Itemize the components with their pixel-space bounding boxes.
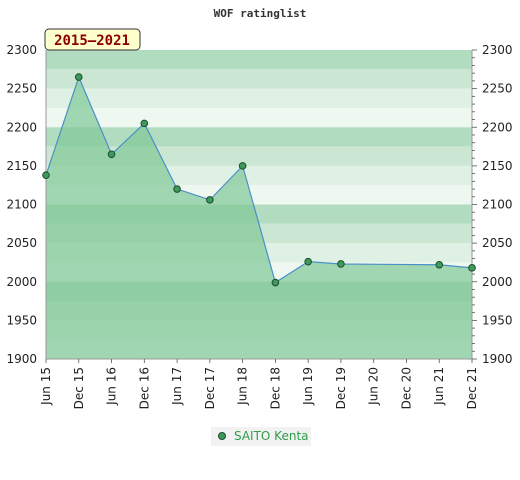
y-tick-label-left: 2200 xyxy=(6,120,37,134)
band xyxy=(46,88,472,108)
y-tick-label-right: 2000 xyxy=(482,275,513,289)
series-markers xyxy=(42,73,476,287)
y-tick-label-right: 2050 xyxy=(482,236,513,250)
series-area-fill xyxy=(46,77,472,359)
data-point xyxy=(74,73,83,81)
y-tick-label-right: 1900 xyxy=(482,352,513,366)
data-point xyxy=(468,264,476,272)
x-tick-label: Dec 20 xyxy=(399,367,413,409)
y-tick-label-left: 1900 xyxy=(6,352,37,366)
y-tick-label-left: 2000 xyxy=(6,275,37,289)
x-tick-label: Jun 19 xyxy=(301,367,315,406)
band xyxy=(46,127,472,147)
x-tick-label: Dec 21 xyxy=(465,367,479,409)
period-badge-text: 2015–2021 xyxy=(54,33,130,49)
y-tick-label-left: 2250 xyxy=(6,82,37,96)
legend-series-name: SAITO Kenta xyxy=(234,429,309,443)
y-tick-label-right: 2150 xyxy=(482,159,513,173)
data-point xyxy=(42,171,50,179)
period-badge: 2015–2021 xyxy=(44,28,141,51)
data-point xyxy=(140,119,149,128)
series-line xyxy=(45,75,473,284)
data-point xyxy=(173,185,181,193)
x-tick-label: Dec 17 xyxy=(203,367,217,409)
x-tick-label: Jun 16 xyxy=(105,367,119,406)
x-tick-label: Jun 18 xyxy=(236,367,250,406)
data-point xyxy=(107,150,116,159)
x-tick-label: Jun 20 xyxy=(367,367,381,406)
y-tick-label-right: 2200 xyxy=(482,120,513,134)
data-point xyxy=(337,260,345,268)
y-tick-label-left: 2100 xyxy=(6,198,37,212)
y-tick-label-left: 2300 xyxy=(6,43,37,57)
y-tick-label-right: 2300 xyxy=(482,43,513,57)
y-tick-label-right: 2100 xyxy=(482,198,513,212)
y-tick-label-right: 2250 xyxy=(482,82,513,96)
x-tick-label: Dec 18 xyxy=(268,367,282,409)
x-tick-label: Dec 19 xyxy=(334,367,348,409)
x-tick-label: Jun 15 xyxy=(39,367,53,406)
band xyxy=(46,50,472,70)
data-point xyxy=(435,260,444,269)
data-point xyxy=(238,162,247,170)
data-point xyxy=(271,278,280,287)
legend-marker xyxy=(218,432,226,440)
x-tick-label: Jun 21 xyxy=(432,367,446,406)
y-tick-label-right: 1950 xyxy=(482,313,513,327)
y-tick-label-left: 1950 xyxy=(6,313,37,327)
legend: SAITO Kenta xyxy=(211,427,311,446)
data-point xyxy=(206,196,214,204)
data-point xyxy=(304,257,312,266)
band xyxy=(46,107,472,128)
y-tick-label-left: 2150 xyxy=(6,159,37,173)
axes: 1900 1900 1950 1950 2000 2000 2050 2050 2100 2100… xyxy=(6,43,512,409)
x-tick-label: Jun 17 xyxy=(170,367,184,406)
chart-title: WOF ratinglist xyxy=(214,7,307,20)
band xyxy=(46,69,472,89)
x-tick-label: Dec 16 xyxy=(137,367,151,409)
x-tick-label: Dec 15 xyxy=(72,367,86,409)
y-tick-label-left: 2050 xyxy=(6,236,37,250)
